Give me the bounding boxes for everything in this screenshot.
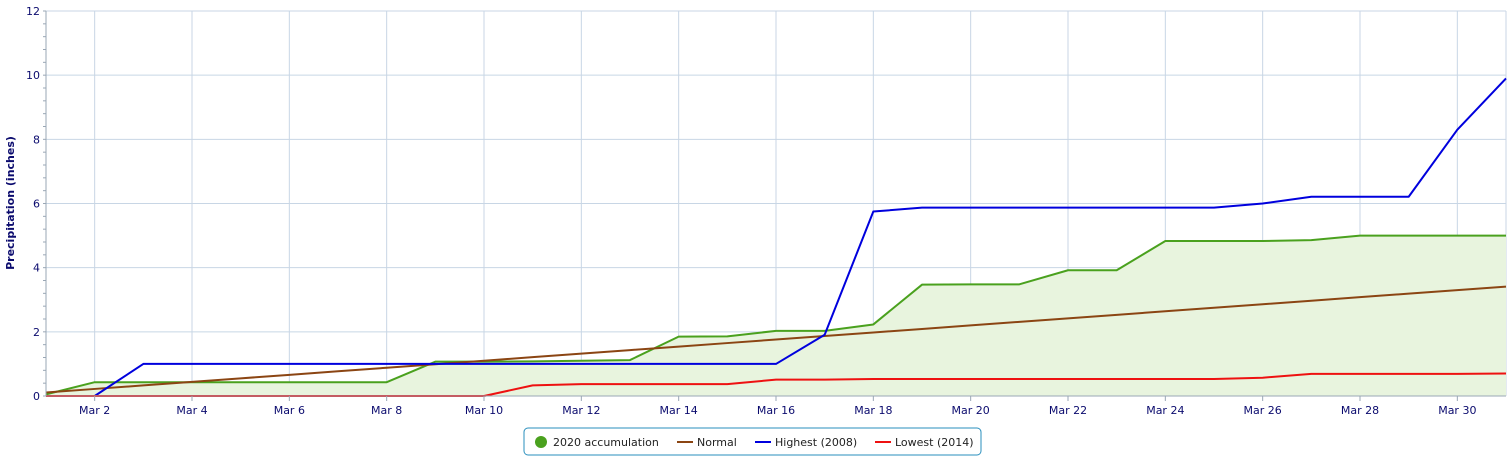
x-tick-label: Mar 2 (79, 404, 110, 417)
x-tick-label: Mar 4 (176, 404, 207, 417)
x-tick-label: Mar 8 (371, 404, 402, 417)
legend-label-1[interactable]: Normal (697, 436, 737, 449)
x-tick-label: Mar 14 (660, 404, 698, 417)
x-tick-label: Mar 18 (854, 404, 892, 417)
series-line-2[interactable] (94, 77, 1507, 397)
y-tick-label: 8 (33, 133, 40, 146)
x-tick-label: Mar 24 (1146, 404, 1184, 417)
legend: 2020 accumulation Normal Highest (2008) Low… (523, 427, 982, 456)
legend-box (523, 427, 982, 456)
series-line-0[interactable] (45, 234, 1506, 396)
series-area-0 (46, 235, 1506, 396)
legend-label-3[interactable]: Lowest (2014) (895, 436, 974, 449)
y-tick-label: 4 (33, 262, 40, 275)
x-tick-label: Mar 16 (757, 404, 795, 417)
legend-marker-0[interactable] (535, 436, 547, 448)
y-tick-label: 2 (33, 326, 40, 339)
x-tick-label: Mar 26 (1244, 404, 1282, 417)
x-tick-label: Mar 12 (562, 404, 600, 417)
y-tick-label: 6 (33, 198, 40, 211)
x-tick-label: Mar 6 (274, 404, 305, 417)
y-tick-label: 0 (33, 390, 40, 403)
x-tick-label: Mar 28 (1341, 404, 1379, 417)
x-tick-label: Mar 22 (1049, 404, 1087, 417)
legend-label-2[interactable]: Highest (2008) (775, 436, 857, 449)
y-tick-label: 12 (26, 5, 40, 18)
legend-label-0[interactable]: 2020 accumulation (553, 436, 659, 449)
axes: 0 2 4 6 8 10 12 Mar 2 Mar 4 Mar 6 Mar 8 Mar 10 Mar 1… (26, 5, 1506, 417)
x-tick-label: Mar 30 (1438, 404, 1476, 417)
x-tick-label: Mar 10 (465, 404, 503, 417)
series-line-1[interactable] (45, 285, 1507, 394)
y-axis-title: Precipitation (inches) (4, 136, 17, 270)
y-tick-label: 10 (26, 69, 40, 82)
area-layer (46, 235, 1506, 396)
x-tick-label: Mar 20 (952, 404, 990, 417)
